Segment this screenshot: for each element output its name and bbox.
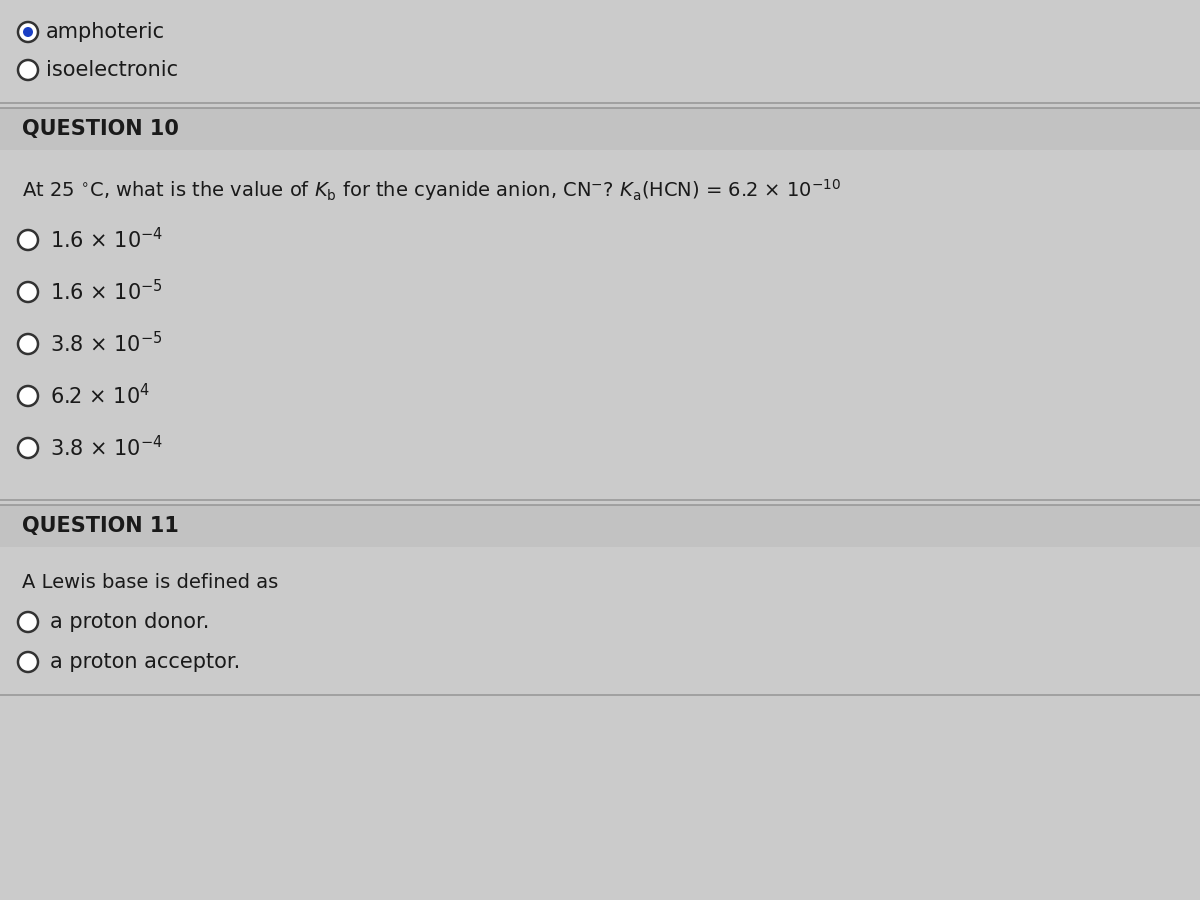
Circle shape	[23, 27, 34, 37]
Text: isoelectronic: isoelectronic	[46, 60, 178, 80]
Text: 1.6 × 10$^{-5}$: 1.6 × 10$^{-5}$	[50, 279, 163, 304]
FancyBboxPatch shape	[0, 108, 1200, 150]
Text: QUESTION 10: QUESTION 10	[22, 119, 179, 139]
Text: A Lewis base is defined as: A Lewis base is defined as	[22, 572, 278, 591]
Text: 1.6 × 10$^{-4}$: 1.6 × 10$^{-4}$	[50, 228, 163, 253]
Circle shape	[18, 282, 38, 302]
Circle shape	[18, 386, 38, 406]
Circle shape	[18, 334, 38, 354]
Circle shape	[18, 652, 38, 672]
FancyBboxPatch shape	[0, 505, 1200, 547]
Circle shape	[18, 60, 38, 80]
Circle shape	[18, 230, 38, 250]
FancyBboxPatch shape	[0, 0, 1200, 110]
Text: 3.8 × 10$^{-5}$: 3.8 × 10$^{-5}$	[50, 331, 162, 356]
Text: At 25 $^{\circ}$C, what is the value of $K_{\mathrm{b}}$ for the cyanide anion, : At 25 $^{\circ}$C, what is the value of …	[22, 177, 841, 203]
Text: a proton donor.: a proton donor.	[50, 612, 209, 632]
Circle shape	[18, 612, 38, 632]
Text: QUESTION 11: QUESTION 11	[22, 516, 179, 536]
Circle shape	[18, 22, 38, 42]
Text: amphoteric: amphoteric	[46, 22, 166, 42]
Text: 6.2 × 10$^{4}$: 6.2 × 10$^{4}$	[50, 383, 150, 409]
Text: 3.8 × 10$^{-4}$: 3.8 × 10$^{-4}$	[50, 436, 163, 461]
Text: a proton acceptor.: a proton acceptor.	[50, 652, 240, 672]
Circle shape	[18, 438, 38, 458]
